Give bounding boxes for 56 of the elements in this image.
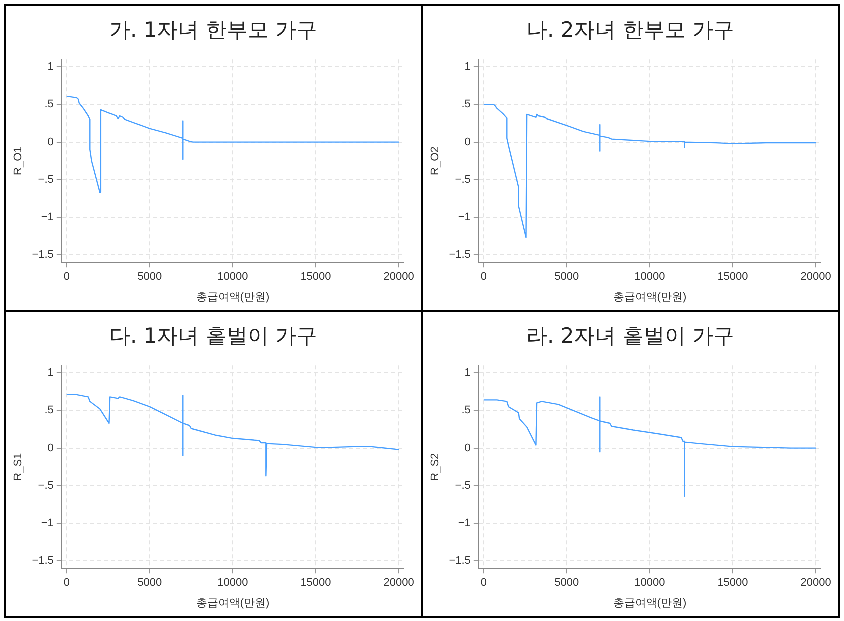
x-tick-label: 10000: [634, 271, 666, 284]
x-tick-label: 0: [480, 577, 487, 590]
x-axis-title: 총급여액(만원): [196, 597, 270, 610]
y-tick-label: −.5: [455, 174, 471, 186]
y-tick-label: 0: [464, 136, 471, 148]
y-tick-label: 1: [48, 367, 54, 380]
y-tick-label: −.5: [38, 174, 54, 186]
y-tick-label: −1.5: [32, 555, 54, 568]
x-tick-label: 20000: [384, 577, 414, 590]
y-tick-label: −1: [41, 518, 54, 530]
y-tick-label: 1: [464, 61, 471, 74]
y-tick-label: −1.5: [449, 555, 471, 568]
x-tick-label: 10000: [218, 271, 248, 284]
y-tick-label: −1.5: [449, 249, 471, 262]
x-tick-label: 20000: [800, 271, 832, 284]
y-tick-label: .5: [462, 404, 471, 417]
chart-title: 라. 2자녀 홑벌이 가구: [525, 323, 736, 350]
y-tick-label: 0: [48, 442, 54, 454]
y-tick-label: 0: [464, 442, 471, 454]
y-tick-label: 1: [48, 61, 54, 74]
y-tick-label: −.5: [38, 480, 54, 492]
x-tick-label: 15000: [300, 271, 332, 284]
x-tick-label: 20000: [384, 271, 414, 284]
y-axis-title: R_S1: [12, 453, 25, 481]
x-tick-label: 20000: [800, 577, 832, 590]
x-axis-title: 총급여액(만원): [196, 291, 270, 304]
y-tick-label: −1: [458, 212, 471, 224]
y-tick-label: −1.5: [32, 249, 54, 262]
x-axis-title: 총급여액(만원): [613, 597, 687, 610]
x-tick-label: 0: [480, 271, 487, 284]
y-tick-label: .5: [44, 98, 54, 111]
y-axis-title: R_O2: [430, 146, 442, 176]
x-tick-label: 0: [64, 577, 70, 590]
x-tick-label: 5000: [554, 577, 580, 590]
x-tick-label: 15000: [300, 577, 332, 590]
y-tick-label: −1: [41, 212, 54, 224]
x-tick-label: 5000: [138, 271, 162, 284]
y-axis-title: R_S2: [430, 453, 442, 481]
chart-title: 가. 1자녀 한부모 가구: [108, 17, 319, 44]
y-tick-label: .5: [462, 98, 471, 111]
x-tick-label: 0: [64, 271, 70, 284]
x-tick-label: 10000: [634, 577, 666, 590]
x-tick-label: 15000: [718, 271, 748, 284]
y-tick-label: 0: [48, 136, 54, 148]
y-tick-label: 1: [464, 367, 471, 380]
y-tick-label: −.5: [455, 480, 471, 492]
chart-title: 나. 2자녀 한부모 가구: [525, 17, 736, 44]
x-tick-label: 10000: [218, 577, 248, 590]
y-axis-title: R_O1: [12, 146, 25, 176]
y-tick-label: −1: [458, 518, 471, 530]
x-tick-label: 5000: [554, 271, 580, 284]
y-tick-label: .5: [44, 404, 54, 417]
x-tick-label: 15000: [718, 577, 748, 590]
x-axis-title: 총급여액(만원): [613, 291, 687, 304]
x-tick-label: 5000: [138, 577, 162, 590]
chart-title: 다. 1자녀 홑벌이 가구: [108, 323, 319, 350]
